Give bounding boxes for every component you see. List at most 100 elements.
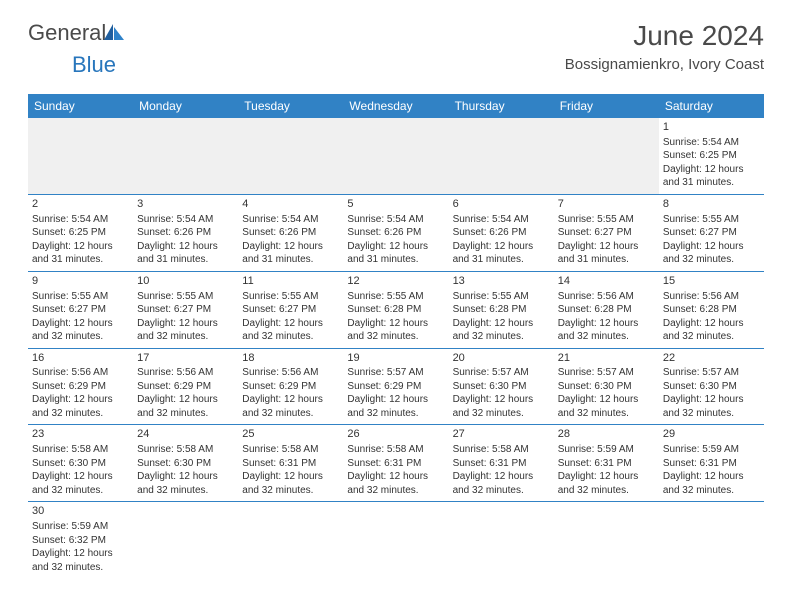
day-sunset: Sunset: 6:31 PM bbox=[347, 457, 444, 471]
day-daylight2: and 32 minutes. bbox=[558, 484, 655, 498]
day-number: 7 bbox=[558, 197, 655, 212]
day-sunrise: Sunrise: 5:54 AM bbox=[347, 213, 444, 227]
day-sunset: Sunset: 6:25 PM bbox=[32, 226, 129, 240]
day-number: 10 bbox=[137, 274, 234, 289]
day-number: 1 bbox=[663, 120, 760, 135]
day-cell-empty bbox=[343, 118, 448, 194]
day-sunset: Sunset: 6:30 PM bbox=[558, 380, 655, 394]
day-sunrise: Sunrise: 5:57 AM bbox=[663, 366, 760, 380]
day-daylight2: and 32 minutes. bbox=[137, 407, 234, 421]
day-cell: 4Sunrise: 5:54 AMSunset: 6:26 PMDaylight… bbox=[238, 195, 343, 271]
day-cell: 1Sunrise: 5:54 AMSunset: 6:25 PMDaylight… bbox=[659, 118, 764, 194]
day-cell: 3Sunrise: 5:54 AMSunset: 6:26 PMDaylight… bbox=[133, 195, 238, 271]
day-daylight2: and 32 minutes. bbox=[663, 253, 760, 267]
day-number: 22 bbox=[663, 351, 760, 366]
day-daylight1: Daylight: 12 hours bbox=[347, 470, 444, 484]
day-daylight1: Daylight: 12 hours bbox=[453, 240, 550, 254]
day-daylight2: and 32 minutes. bbox=[663, 484, 760, 498]
day-number: 15 bbox=[663, 274, 760, 289]
day-daylight2: and 32 minutes. bbox=[453, 330, 550, 344]
day-cell: 11Sunrise: 5:55 AMSunset: 6:27 PMDayligh… bbox=[238, 272, 343, 348]
day-daylight2: and 32 minutes. bbox=[242, 407, 339, 421]
day-cell: 18Sunrise: 5:56 AMSunset: 6:29 PMDayligh… bbox=[238, 349, 343, 425]
day-number: 27 bbox=[453, 427, 550, 442]
calendar: SundayMondayTuesdayWednesdayThursdayFrid… bbox=[28, 94, 764, 578]
day-sunrise: Sunrise: 5:55 AM bbox=[558, 213, 655, 227]
day-daylight2: and 32 minutes. bbox=[137, 484, 234, 498]
day-cell: 16Sunrise: 5:56 AMSunset: 6:29 PMDayligh… bbox=[28, 349, 133, 425]
day-daylight1: Daylight: 12 hours bbox=[453, 317, 550, 331]
day-cell: 25Sunrise: 5:58 AMSunset: 6:31 PMDayligh… bbox=[238, 425, 343, 501]
day-sunrise: Sunrise: 5:58 AM bbox=[242, 443, 339, 457]
day-number: 2 bbox=[32, 197, 129, 212]
day-cell: 27Sunrise: 5:58 AMSunset: 6:31 PMDayligh… bbox=[449, 425, 554, 501]
day-number: 6 bbox=[453, 197, 550, 212]
day-cell-empty bbox=[554, 118, 659, 194]
day-number: 17 bbox=[137, 351, 234, 366]
day-daylight1: Daylight: 12 hours bbox=[558, 317, 655, 331]
week-row: 23Sunrise: 5:58 AMSunset: 6:30 PMDayligh… bbox=[28, 425, 764, 502]
day-daylight1: Daylight: 12 hours bbox=[663, 240, 760, 254]
day-cell-empty bbox=[133, 502, 238, 578]
day-daylight2: and 32 minutes. bbox=[242, 484, 339, 498]
day-sunset: Sunset: 6:30 PM bbox=[453, 380, 550, 394]
day-sunset: Sunset: 6:31 PM bbox=[242, 457, 339, 471]
logo: General Blue bbox=[28, 20, 126, 78]
day-daylight1: Daylight: 12 hours bbox=[137, 470, 234, 484]
day-sunset: Sunset: 6:30 PM bbox=[663, 380, 760, 394]
day-sunrise: Sunrise: 5:55 AM bbox=[32, 290, 129, 304]
day-daylight2: and 32 minutes. bbox=[453, 407, 550, 421]
day-daylight2: and 32 minutes. bbox=[347, 484, 444, 498]
day-sunrise: Sunrise: 5:58 AM bbox=[347, 443, 444, 457]
day-daylight1: Daylight: 12 hours bbox=[663, 317, 760, 331]
day-daylight2: and 32 minutes. bbox=[663, 330, 760, 344]
day-cell: 8Sunrise: 5:55 AMSunset: 6:27 PMDaylight… bbox=[659, 195, 764, 271]
day-sunrise: Sunrise: 5:55 AM bbox=[453, 290, 550, 304]
day-daylight1: Daylight: 12 hours bbox=[663, 163, 760, 177]
day-daylight2: and 32 minutes. bbox=[453, 484, 550, 498]
logo-text-general: General bbox=[28, 20, 106, 45]
day-daylight2: and 32 minutes. bbox=[32, 330, 129, 344]
day-sunset: Sunset: 6:27 PM bbox=[242, 303, 339, 317]
day-cell-empty bbox=[449, 502, 554, 578]
day-number: 25 bbox=[242, 427, 339, 442]
day-sunrise: Sunrise: 5:55 AM bbox=[663, 213, 760, 227]
day-sunrise: Sunrise: 5:58 AM bbox=[32, 443, 129, 457]
day-daylight2: and 32 minutes. bbox=[32, 484, 129, 498]
day-daylight1: Daylight: 12 hours bbox=[32, 470, 129, 484]
day-header-thursday: Thursday bbox=[449, 94, 554, 118]
day-cell-empty bbox=[449, 118, 554, 194]
day-daylight2: and 32 minutes. bbox=[347, 330, 444, 344]
day-daylight2: and 32 minutes. bbox=[137, 330, 234, 344]
day-number: 13 bbox=[453, 274, 550, 289]
day-cell-empty bbox=[554, 502, 659, 578]
day-sunset: Sunset: 6:26 PM bbox=[347, 226, 444, 240]
day-daylight1: Daylight: 12 hours bbox=[242, 240, 339, 254]
day-cell: 26Sunrise: 5:58 AMSunset: 6:31 PMDayligh… bbox=[343, 425, 448, 501]
day-header-wednesday: Wednesday bbox=[343, 94, 448, 118]
day-sunrise: Sunrise: 5:54 AM bbox=[663, 136, 760, 150]
location-label: Bossignamienkro, Ivory Coast bbox=[565, 56, 764, 73]
day-daylight1: Daylight: 12 hours bbox=[347, 393, 444, 407]
day-sunset: Sunset: 6:32 PM bbox=[32, 534, 129, 548]
day-daylight1: Daylight: 12 hours bbox=[347, 240, 444, 254]
day-sunset: Sunset: 6:31 PM bbox=[663, 457, 760, 471]
day-sunset: Sunset: 6:26 PM bbox=[242, 226, 339, 240]
day-number: 8 bbox=[663, 197, 760, 212]
day-number: 4 bbox=[242, 197, 339, 212]
day-cell-empty bbox=[28, 118, 133, 194]
day-sunrise: Sunrise: 5:55 AM bbox=[347, 290, 444, 304]
day-header-saturday: Saturday bbox=[659, 94, 764, 118]
day-sunrise: Sunrise: 5:54 AM bbox=[137, 213, 234, 227]
day-daylight2: and 31 minutes. bbox=[663, 176, 760, 190]
day-sunset: Sunset: 6:29 PM bbox=[137, 380, 234, 394]
day-sunset: Sunset: 6:28 PM bbox=[453, 303, 550, 317]
day-daylight2: and 32 minutes. bbox=[242, 330, 339, 344]
day-daylight1: Daylight: 12 hours bbox=[558, 240, 655, 254]
day-cell: 9Sunrise: 5:55 AMSunset: 6:27 PMDaylight… bbox=[28, 272, 133, 348]
day-cell: 10Sunrise: 5:55 AMSunset: 6:27 PMDayligh… bbox=[133, 272, 238, 348]
day-sunrise: Sunrise: 5:59 AM bbox=[558, 443, 655, 457]
day-sunset: Sunset: 6:30 PM bbox=[32, 457, 129, 471]
logo-sail-icon bbox=[104, 20, 126, 46]
day-number: 9 bbox=[32, 274, 129, 289]
